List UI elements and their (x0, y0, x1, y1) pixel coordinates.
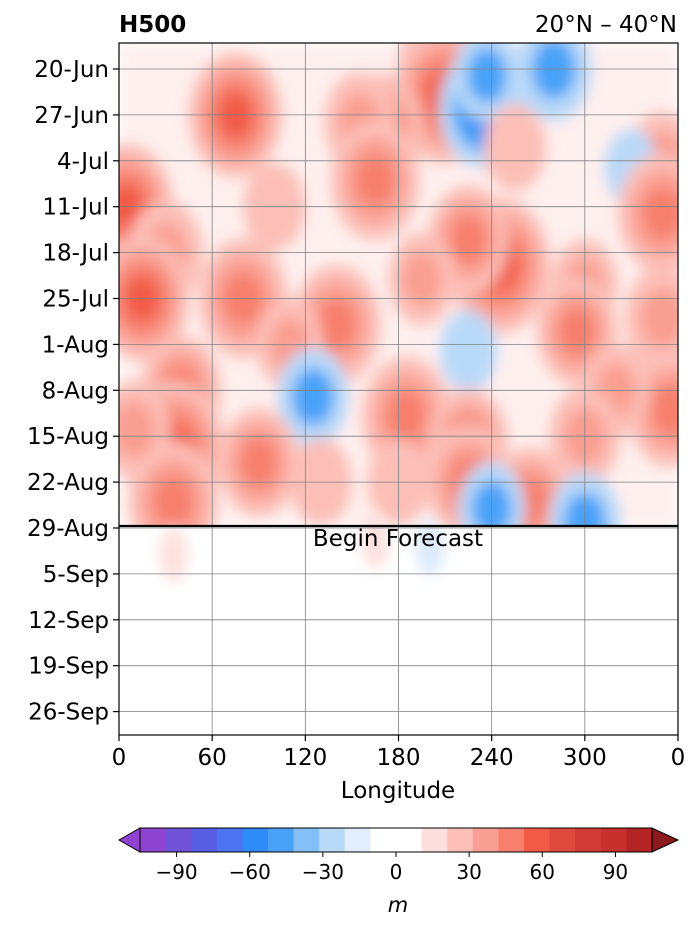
colorbar-extend-high (651, 827, 680, 853)
colorbar-bin (575, 828, 602, 852)
colorbar-bin (396, 828, 423, 852)
colorbar-bin (268, 828, 295, 852)
anomaly-blob (450, 215, 486, 264)
y-axis: 20-Jun 27-Jun 4-Jul 11-Jul 18-Jul 25-Jul 1-Aug… (27, 57, 119, 726)
colorbar-bin (191, 828, 218, 852)
x-axis-label: Longitude (341, 778, 455, 804)
colorbar-extend-low (117, 827, 141, 853)
y-tick-label: 12-Sep (28, 608, 109, 634)
colorbar-tick-label: −30 (302, 860, 344, 884)
y-tick-label: 19-Sep (28, 654, 109, 680)
anomaly-blob (640, 288, 678, 349)
colorbar-tick-label: −60 (229, 860, 271, 884)
y-tick-label: 15-Aug (27, 424, 109, 450)
forecast-blob (361, 513, 390, 570)
y-tick-label: 27-Jun (34, 103, 109, 129)
anomaly-blob (119, 401, 156, 459)
x-tick-label: 60 (198, 745, 227, 771)
forecast-blob (159, 526, 188, 583)
anomaly-contours (119, 43, 678, 526)
chart-title: H500 (119, 12, 186, 38)
forecast-blob (415, 519, 444, 576)
forecast-annotation: Begin Forecast (313, 526, 483, 552)
y-tick-label: 20-Jun (34, 57, 109, 83)
y-tick-label: 8-Aug (42, 378, 109, 404)
colorbar-tick-label: −90 (155, 860, 197, 884)
y-tick-label: 26-Sep (28, 700, 109, 726)
anomaly-blob (356, 155, 395, 206)
colorbar-bin (447, 828, 474, 852)
x-tick-label: 180 (377, 745, 421, 771)
anomaly-blob (483, 103, 547, 192)
x-tick-label: 120 (283, 745, 327, 771)
x-tick-label: 240 (470, 745, 514, 771)
x-axis: 0 60 120 180 240 300 0 (112, 735, 686, 771)
anomaly-blob (643, 187, 678, 239)
anomaly-blob (402, 251, 442, 307)
colorbar-bin (242, 828, 269, 852)
colorbar-bin (600, 828, 627, 852)
y-tick-label: 29-Aug (27, 516, 109, 542)
anomaly-field (119, 43, 678, 526)
colorbar-bin (165, 828, 192, 852)
colorbar-bin (344, 828, 371, 852)
colorbar-tick-label: 90 (603, 860, 628, 884)
x-tick-label: 0 (112, 745, 127, 771)
y-tick-label: 1-Aug (42, 332, 109, 358)
colorbar-tick-label: 0 (390, 860, 403, 884)
anomaly-blob (317, 299, 356, 351)
colorbar-tick-label: 60 (530, 860, 555, 884)
y-tick-label: 25-Jul (42, 287, 109, 313)
colorbar: −90 −60 −30 0 30 60 90 (117, 827, 680, 884)
y-tick-label: 4-Jul (57, 149, 109, 175)
anomaly-blob (292, 368, 334, 426)
colorbar-bin (293, 828, 320, 852)
anomaly-blob (531, 43, 576, 99)
y-tick-label: 18-Jul (42, 241, 109, 267)
anomaly-blob (652, 385, 678, 435)
colorbar-bin (319, 828, 346, 852)
colorbar-label: m (388, 893, 408, 917)
forecast-field (159, 513, 444, 583)
colorbar-bin (216, 828, 243, 852)
colorbar-tick-label: 30 (456, 860, 481, 884)
anomaly-blob (439, 309, 498, 392)
anomaly-blob (241, 438, 277, 487)
chart-subtitle: 20°N – 40°N (535, 12, 677, 38)
colorbar-bin (626, 828, 653, 852)
colorbar-bin (370, 828, 397, 852)
colorbar-bin (549, 828, 576, 852)
forecast-anomalies (159, 513, 444, 583)
colorbar-bin (421, 828, 448, 852)
x-tick-label: 0 (671, 745, 686, 771)
grid-lines (119, 43, 678, 735)
colorbar-bin (498, 828, 525, 852)
y-tick-label: 5-Sep (43, 562, 109, 588)
anomaly-blob (559, 307, 595, 355)
y-tick-label: 22-Aug (27, 470, 109, 496)
anomaly-blob (387, 391, 426, 442)
colorbar-bin (524, 828, 551, 852)
anomaly-blob (467, 48, 507, 103)
anomaly-blob (154, 476, 193, 526)
x-tick-label: 300 (563, 745, 607, 771)
colorbar-bin (140, 828, 167, 852)
colorbar-bin (472, 828, 499, 852)
y-tick-label: 11-Jul (42, 195, 109, 221)
